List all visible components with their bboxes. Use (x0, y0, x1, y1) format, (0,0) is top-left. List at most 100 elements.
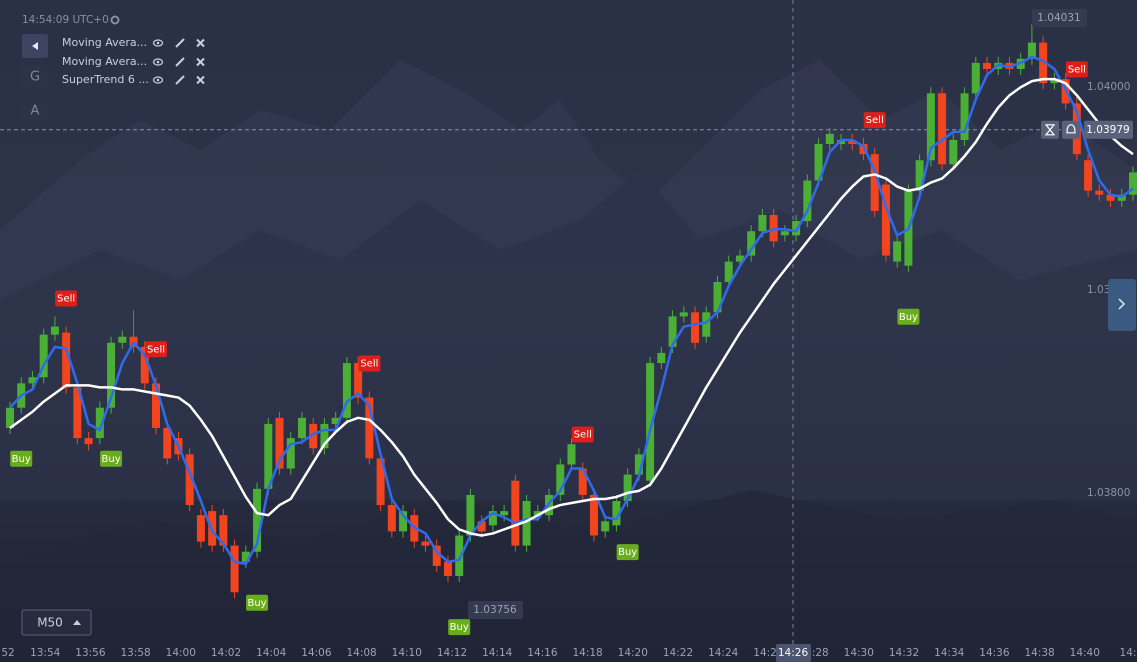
x-tick-label: 14:06 (301, 647, 332, 659)
candle-body (241, 551, 250, 562)
x-tick-label: 14:00 (166, 647, 196, 659)
high-marker-box (1032, 9, 1087, 27)
candle-body (275, 417, 284, 469)
edit-icon[interactable] (175, 75, 185, 85)
button-label: A (31, 104, 40, 119)
x-tick-label: 14:30 (844, 647, 874, 659)
candle-body (432, 545, 441, 566)
x-tick-label: 14:36 (979, 647, 1010, 659)
candle-body (533, 511, 542, 516)
candle-body (95, 407, 104, 439)
button-a[interactable] (22, 99, 48, 123)
signal-label: Buy (450, 622, 469, 633)
candle-body (612, 500, 621, 526)
x-tick-label: 14:04 (256, 647, 287, 659)
candle-body (387, 505, 396, 532)
eye-pupil (156, 78, 160, 82)
candle-body (28, 377, 37, 384)
remove-icon[interactable] (196, 57, 205, 67)
x-tick-label: 14:14 (482, 647, 513, 659)
crosshair-time: 14:26 (778, 647, 809, 659)
candle-body (1027, 42, 1036, 59)
candle-body (39, 334, 48, 378)
low-marker-box (468, 601, 523, 619)
candle-body (735, 255, 744, 262)
candle-body (376, 458, 385, 506)
candle-body (848, 139, 857, 145)
candle-body (915, 160, 924, 191)
candle-body (219, 515, 228, 546)
timeframe-button[interactable] (21, 609, 92, 636)
signal-badge (897, 308, 920, 325)
x-tick-label: 13:54 (30, 647, 61, 659)
signal-label: Buy (618, 547, 637, 558)
candle-body (859, 144, 868, 155)
current-price-label: 1.03979 (1086, 124, 1129, 136)
eye-pupil (156, 60, 160, 64)
candle-body (264, 423, 273, 489)
candle-body (578, 468, 587, 495)
x-tick-label: 14:32 (889, 647, 919, 659)
candle-body (949, 139, 958, 165)
candle-body (331, 417, 340, 424)
candle-body (399, 511, 408, 532)
signal-label: Sell (866, 115, 884, 126)
moving-average-line (9, 55, 1134, 566)
candle-body (938, 93, 947, 165)
alert-icon-box[interactable] (1062, 120, 1080, 139)
signal-label: Buy (899, 312, 918, 323)
candle-body (758, 215, 767, 232)
candle-body (1129, 172, 1137, 195)
candle-body (50, 326, 59, 335)
signal-label: Sell (1068, 64, 1086, 75)
candle-body (601, 521, 610, 532)
candle-body (253, 488, 262, 552)
signal-label: Sell (360, 358, 378, 369)
signal-badge (144, 341, 167, 358)
candle-body (309, 423, 318, 449)
x-tick-label: 14:10 (392, 647, 422, 659)
eye-icon[interactable] (152, 58, 164, 66)
low-marker: 1.03756 (473, 604, 517, 616)
indicator-name: Moving Avera... (62, 55, 147, 68)
x-tick-label: 13:56 (75, 647, 106, 659)
crosshair-time-box (776, 644, 811, 662)
x-tick-label: 14:34 (934, 647, 965, 659)
remove-icon[interactable] (196, 75, 205, 85)
candle-body (230, 545, 239, 593)
candle-body (893, 241, 902, 262)
candle-body (297, 417, 306, 439)
signal-badge (246, 594, 269, 611)
edit-icon[interactable] (175, 57, 185, 67)
candle-body (84, 438, 93, 445)
signal-badge (448, 619, 471, 636)
candle-body (1039, 42, 1048, 84)
x-tick-label: 14:18 (572, 647, 602, 659)
edit-icon[interactable] (175, 38, 185, 48)
button-g[interactable] (22, 65, 48, 89)
signal-label: Buy (102, 454, 121, 465)
signal-badge (616, 544, 639, 561)
x-tick-label: 14:12 (437, 647, 467, 659)
candle-body (881, 184, 890, 256)
candle-body (477, 521, 486, 532)
moving-average-line (9, 77, 1134, 537)
candle-body (646, 363, 655, 481)
clock: 14:54:09 UTC+0 (22, 14, 109, 26)
remove-icon[interactable] (196, 38, 205, 48)
candle-body (522, 500, 531, 546)
signal-label: Sell (574, 429, 592, 440)
settings-icon[interactable] (110, 15, 120, 25)
candle-body (107, 342, 116, 408)
eye-icon[interactable] (152, 76, 164, 84)
eye-icon[interactable] (152, 39, 164, 47)
candle-body (780, 231, 789, 236)
candle-body (1084, 160, 1093, 191)
candle-body (500, 511, 509, 516)
x-tick-label: 14: (1120, 647, 1137, 659)
candle-body (1095, 190, 1104, 195)
indicator-name: SuperTrend 6 ... (62, 73, 149, 86)
candle-body (455, 535, 464, 577)
